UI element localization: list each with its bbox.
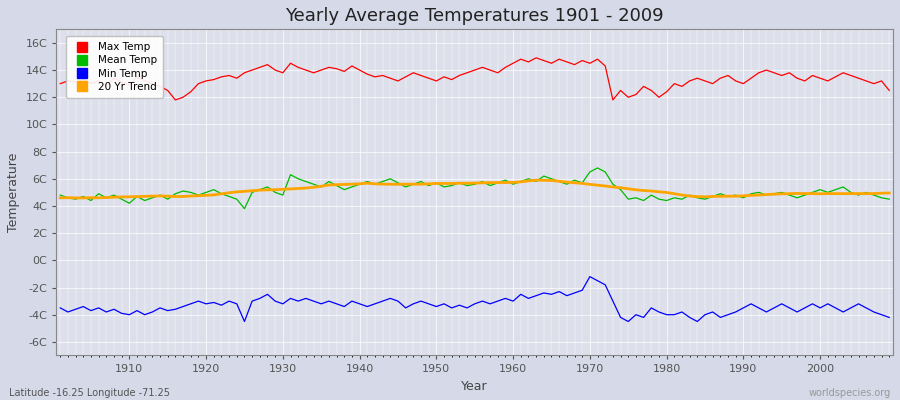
- X-axis label: Year: Year: [462, 380, 488, 393]
- Title: Yearly Average Temperatures 1901 - 2009: Yearly Average Temperatures 1901 - 2009: [285, 7, 664, 25]
- Text: Latitude -16.25 Longitude -71.25: Latitude -16.25 Longitude -71.25: [9, 388, 170, 398]
- Y-axis label: Temperature: Temperature: [7, 153, 20, 232]
- Text: worldspecies.org: worldspecies.org: [809, 388, 891, 398]
- Legend: Max Temp, Mean Temp, Min Temp, 20 Yr Trend: Max Temp, Mean Temp, Min Temp, 20 Yr Tre…: [66, 36, 164, 98]
